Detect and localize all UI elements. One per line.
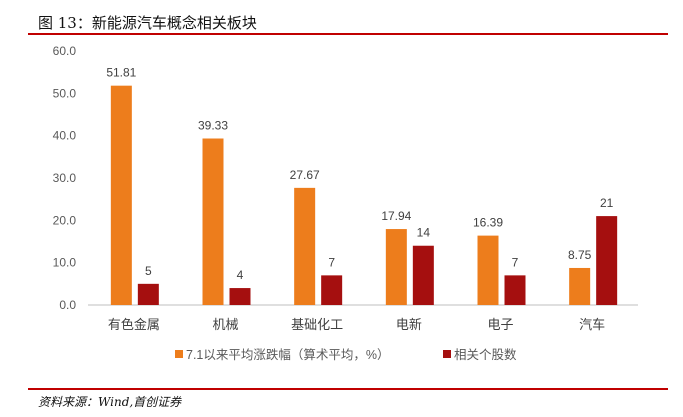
bar-avg-change <box>294 187 316 305</box>
bar-stock-count <box>412 245 434 305</box>
y-tick-label: 40.0 <box>53 129 77 143</box>
bar-stock-count <box>321 275 343 305</box>
bar-stock-count <box>229 288 251 305</box>
data-label: 5 <box>145 264 152 278</box>
bar-chart: 0.0 10.0 20.0 30.0 40.0 50.0 60.0 有色金属 51.81 5 机械 3… <box>53 44 638 362</box>
y-tick-label: 30.0 <box>53 171 77 185</box>
bar-avg-change <box>385 229 407 305</box>
data-label: 17.94 <box>381 209 411 223</box>
data-label: 7 <box>328 255 335 269</box>
y-tick-label: 0.0 <box>59 298 76 312</box>
x-tick-label: 有色金属 <box>108 317 160 332</box>
data-label: 7 <box>512 255 519 269</box>
legend-swatch <box>175 350 183 358</box>
bar-stock-count <box>504 275 526 305</box>
data-label: 27.67 <box>290 168 320 182</box>
x-tick-label: 电新 <box>396 317 422 332</box>
data-label: 14 <box>417 226 431 240</box>
data-label: 16.39 <box>473 216 503 230</box>
bar-avg-change <box>202 138 224 305</box>
y-tick-label: 10.0 <box>53 256 77 270</box>
y-tick-label: 60.0 <box>53 44 77 58</box>
bar-avg-change <box>110 85 132 306</box>
data-label: 8.75 <box>568 248 592 262</box>
legend-label: 相关个股数 <box>454 347 517 362</box>
source-note: 资料来源：Wind,首创证券 <box>38 395 182 409</box>
y-tick-label: 50.0 <box>53 86 77 100</box>
figure-title: 图 13：新能源汽车概念相关板块 <box>38 14 257 32</box>
data-label: 4 <box>237 268 244 282</box>
x-tick-label: 汽车 <box>579 317 605 332</box>
data-label: 39.33 <box>198 119 228 133</box>
data-label: 21 <box>600 196 614 210</box>
y-tick-label: 20.0 <box>53 213 77 227</box>
title-rule <box>28 33 668 35</box>
x-tick-label: 基础化工 <box>291 317 343 332</box>
legend-swatch <box>443 350 451 358</box>
bar-stock-count <box>596 216 618 305</box>
data-label: 51.81 <box>106 66 136 80</box>
source-rule <box>28 388 668 390</box>
bar-avg-change <box>477 235 499 305</box>
legend-label: 7.1以来平均涨跌幅（算术平均，%） <box>186 347 390 362</box>
x-tick-label: 电子 <box>487 317 513 332</box>
bar-avg-change <box>569 267 591 305</box>
x-tick-label: 机械 <box>212 317 238 332</box>
bar-stock-count <box>137 283 159 305</box>
